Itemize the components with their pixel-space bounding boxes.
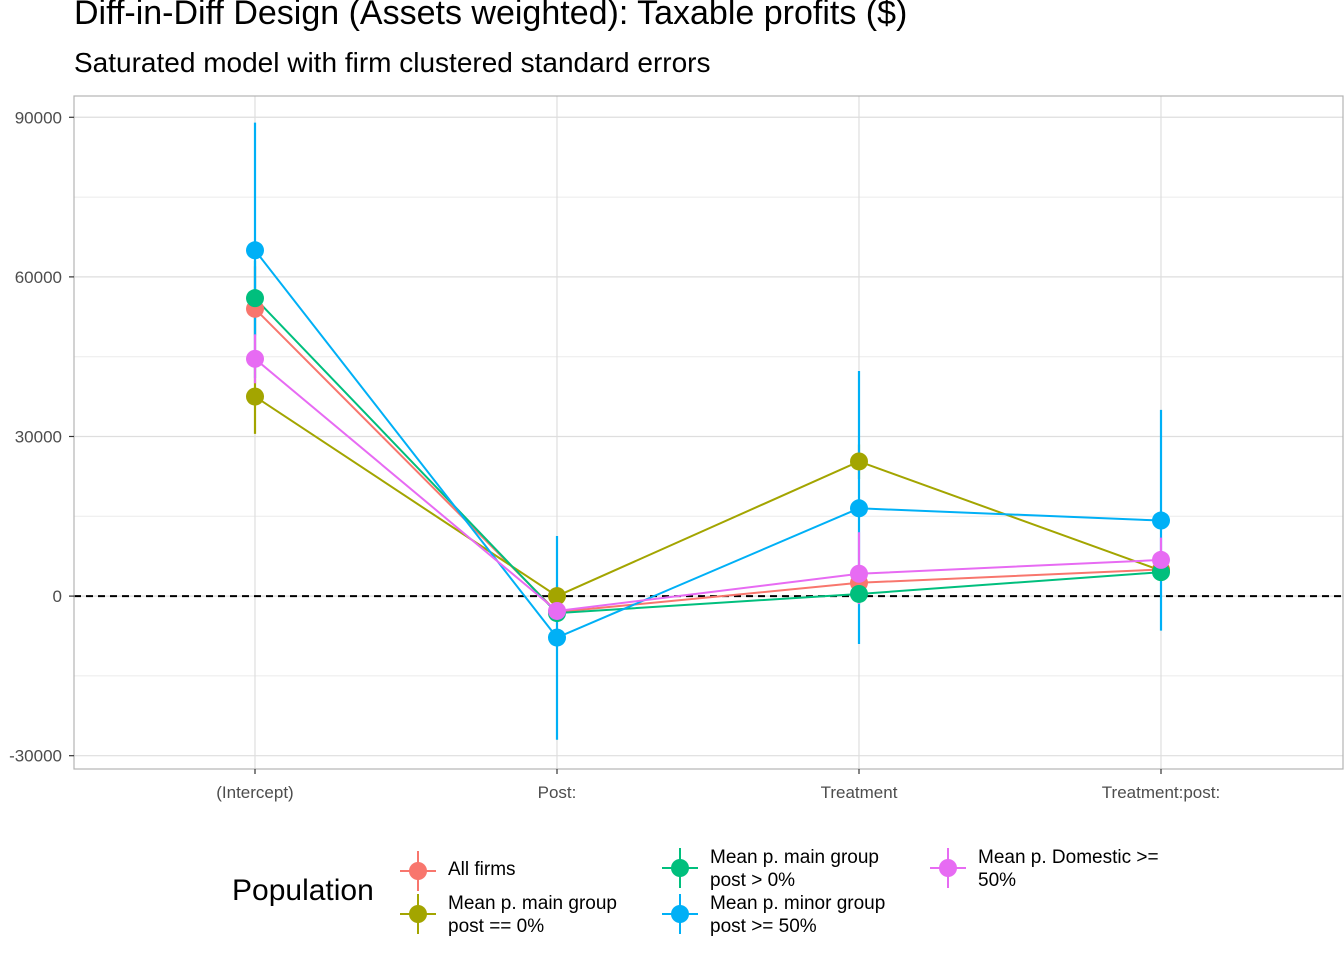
series-line-3 [254,249,1162,639]
series-line-2 [254,297,1162,615]
chart-subtitle: Saturated model with firm clustered stan… [74,47,711,78]
legend-key-domestic-50 [930,848,966,888]
y-tick-label: 60000 [15,268,62,287]
plot-panel [74,96,1343,769]
plot-border [73,95,1344,770]
data-point-3-3 [1152,511,1170,530]
data-point-4-1 [548,601,566,620]
series-line-0 [254,308,1162,614]
data-point-4-0 [246,349,264,368]
x-tick-label: Post: [538,783,577,802]
series-layer [246,122,1170,740]
data-point-2-2 [850,584,868,603]
legend-label-main-group-post-0: Mean p. main group post == 0% [448,893,617,937]
chart-title: Diff-in-Diff Design (Assets weighted): T… [74,0,908,32]
legend-label-main-group-post-gt-0: Mean p. main group post > 0% [710,847,879,891]
data-point-4-3 [1152,550,1170,569]
data-point-1-2 [850,452,868,471]
legend-title: Population [232,874,374,907]
y-tick-label: 90000 [15,108,62,127]
series-line-4 [254,358,1162,613]
data-point-2-0 [246,289,264,308]
data-point-3-0 [246,241,264,260]
y-tick-label: 30000 [15,427,62,446]
x-tick-label: (Intercept) [216,783,293,802]
axis-layer: -30000 0 30000 60000 90000 (Intercept) Post: Tr… [9,108,1220,802]
legend-key-main-group-post-0 [400,894,436,934]
y-tick-label: 0 [53,587,62,606]
series-line-1 [254,395,1162,598]
data-point-3-2 [850,499,868,518]
grid-lines [74,96,1343,769]
legend-label-minor-group-post-50: Mean p. minor group post >= 50% [710,893,886,937]
legend-key-minor-group-post-50 [662,894,698,934]
data-point-3-1 [548,628,566,647]
legend-key-main-group-post-gt-0 [662,848,698,888]
data-point-1-1 [548,587,566,606]
legend-label-all-firms: All firms [448,859,516,880]
x-tick-label: Treatment [821,783,898,802]
legend-key-all-firms [400,851,436,891]
data-point-4-2 [850,564,868,583]
y-tick-label: -30000 [9,747,62,766]
legend-label-domestic-50: Mean p. Domestic >= 50% [978,847,1159,891]
data-point-1-0 [246,387,264,406]
coefficient-plot: -30000 0 30000 60000 90000 (Intercept) Post: Tr… [9,95,1344,802]
x-tick-label: Treatment:post: [1102,783,1220,802]
